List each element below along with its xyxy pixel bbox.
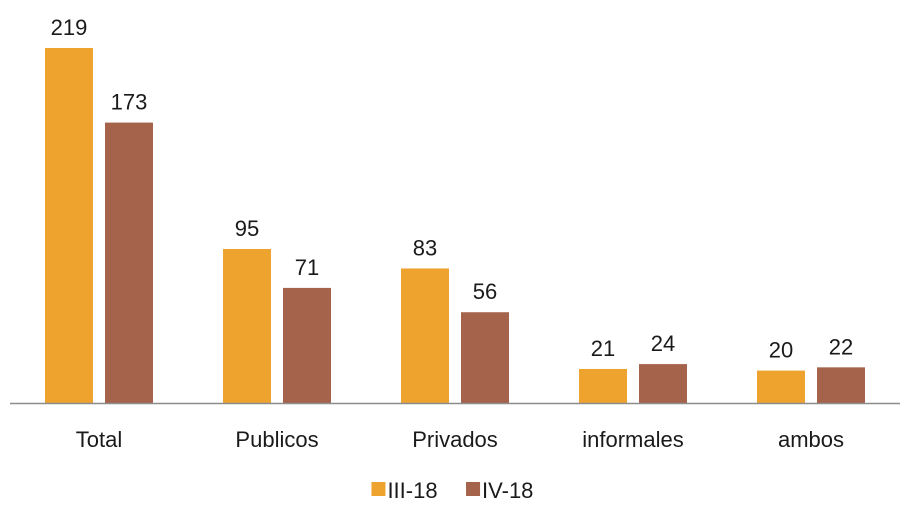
bar-publicos-iv-18	[283, 287, 331, 403]
bar-informales-iv-18	[639, 364, 687, 403]
data-label-ambos-iii-18: 20	[769, 338, 793, 363]
bar-privados-iii-18	[401, 268, 449, 403]
data-labels-layer: 219 173 95 71 83 56 21 24 20 22	[51, 15, 854, 363]
legend-swatch-iii-18	[371, 482, 386, 496]
category-label-informales: informales	[582, 427, 683, 452]
bar-privados-iv-18	[461, 312, 509, 403]
legend-label-iv-18: IV-18	[482, 478, 533, 503]
bar-informales-iii-18	[579, 368, 627, 403]
category-labels-layer: Total Publicos Privados informales ambos	[76, 427, 844, 452]
bar-ambos-iv-18	[817, 367, 865, 403]
data-label-privados-iii-18: 83	[413, 235, 437, 260]
bar-total-iii-18	[45, 48, 93, 403]
bar-publicos-iii-18	[223, 249, 271, 403]
category-label-ambos: ambos	[778, 427, 844, 452]
data-label-informales-iv-18: 24	[651, 331, 675, 356]
data-label-publicos-iii-18: 95	[235, 216, 259, 241]
legend-label-iii-18: III-18	[387, 478, 437, 503]
data-label-privados-iv-18: 56	[473, 279, 497, 304]
category-label-total: Total	[76, 427, 122, 452]
data-label-publicos-iv-18: 71	[295, 255, 319, 280]
legend: III-18 IV-18	[371, 478, 533, 503]
data-label-total-iv-18: 173	[111, 90, 148, 115]
category-label-publicos: Publicos	[235, 427, 318, 452]
data-label-ambos-iv-18: 22	[829, 334, 853, 359]
data-label-informales-iii-18: 21	[591, 336, 615, 361]
bar-ambos-iii-18	[757, 370, 805, 403]
bar-total-iv-18	[105, 122, 153, 403]
category-label-privados: Privados	[412, 427, 498, 452]
data-label-total-iii-18: 219	[51, 15, 88, 40]
bars-layer	[45, 48, 865, 403]
legend-swatch-iv-18	[466, 482, 481, 496]
